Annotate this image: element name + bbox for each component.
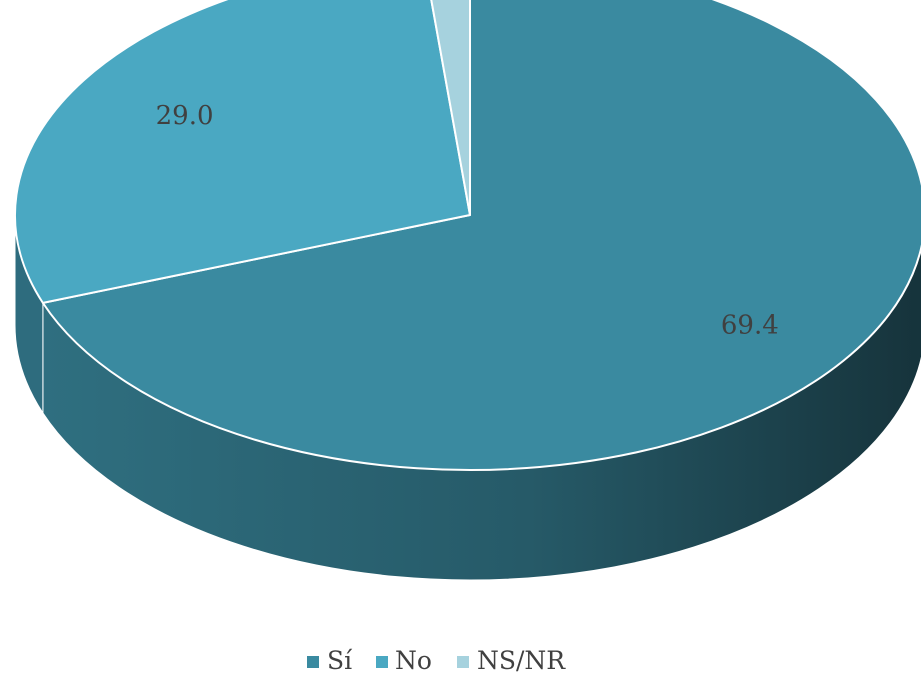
data-label-no: 29.0 <box>156 101 214 131</box>
legend-label-no: No <box>395 646 432 675</box>
legend-label-nsnr: NS/NR <box>477 646 566 675</box>
data-labels: 69.429.01.6 <box>156 101 779 341</box>
pie-slice-nsnr <box>430 0 471 216</box>
legend-swatch-no <box>376 656 388 668</box>
pie-tops <box>14 0 921 471</box>
legend-label-si: Sí <box>327 646 353 675</box>
pie-slice-si <box>41 0 921 471</box>
legend-swatch-nsnr <box>457 656 469 668</box>
pie-slice-no <box>14 0 471 304</box>
data-label-si: 69.4 <box>721 310 779 340</box>
legend-swatch-si <box>307 656 319 668</box>
legend: Sí No NS/NR <box>307 646 566 675</box>
